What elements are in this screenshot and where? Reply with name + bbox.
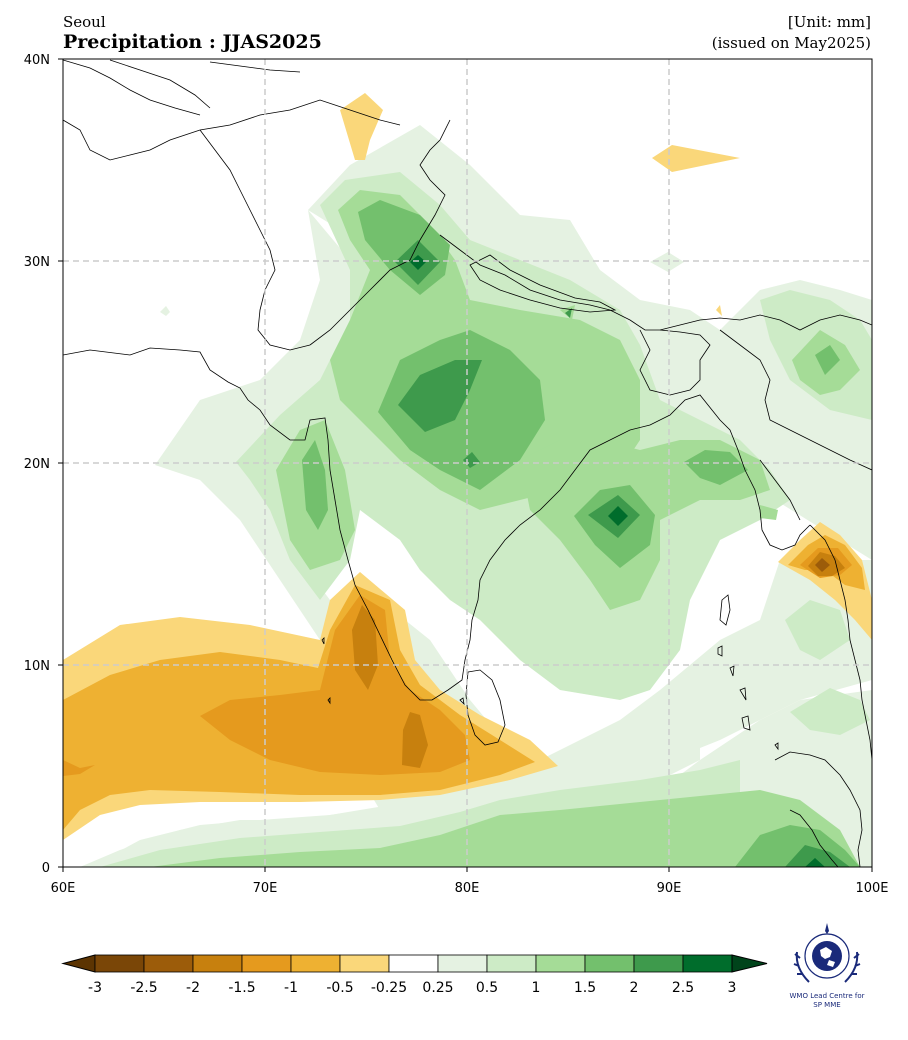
colorbar-label: 0.5 — [476, 980, 498, 996]
location-label: Seoul — [63, 13, 106, 31]
colorbar-swatch — [584, 954, 635, 973]
x-axis-ticks — [62, 867, 873, 872]
y-tick-label: 10N — [24, 659, 50, 674]
colorbar-swatch — [486, 954, 537, 973]
y-axis-ticks — [58, 58, 63, 868]
colorbar-label: -1 — [284, 980, 298, 996]
y-tick-label: 40N — [24, 53, 50, 68]
y-tick-label: 20N — [24, 457, 50, 472]
logo-text-line1: WMO Lead Centre for — [790, 992, 865, 1000]
map-panel — [63, 59, 872, 867]
issued-label: (issued on May2025) — [711, 34, 871, 52]
colorbar-swatch — [633, 954, 684, 973]
colorbar-swatch — [290, 954, 341, 973]
x-tick-label: 100E — [855, 881, 888, 896]
anomaly-fill-orange-3 — [352, 552, 845, 768]
colorbar-label: -0.25 — [371, 980, 407, 996]
colorbar-label: -2 — [186, 980, 200, 996]
colorbar-swatch — [94, 954, 145, 973]
coastlines — [63, 59, 872, 867]
colorbar-label: 2.5 — [672, 980, 694, 996]
colorbar-label: 1 — [532, 980, 541, 996]
y-tick-label: 30N — [24, 255, 50, 270]
x-tick-label: 90E — [657, 881, 682, 896]
colorbar-swatch — [682, 954, 733, 973]
colorbar-swatch — [388, 954, 439, 973]
x-tick-label: 60E — [51, 881, 76, 896]
colorbar-low-arrow — [61, 954, 96, 973]
unit-label: [Unit: mm] — [787, 13, 871, 31]
colorbar-high-arrow — [731, 954, 768, 973]
colorbar-label: -2.5 — [130, 980, 157, 996]
wmo-logo: WMO Lead Centre for SP MME — [790, 923, 865, 1009]
islands — [321, 594, 779, 751]
map-title: Precipitation : JJAS2025 — [63, 31, 322, 53]
colorbar-label: 0.25 — [422, 980, 453, 996]
colorbar-label: 1.5 — [574, 980, 596, 996]
colorbar-label: 2 — [630, 980, 639, 996]
colorbar-swatch — [339, 954, 390, 973]
colorbar-label: -3 — [88, 980, 102, 996]
colorbar: -3 -2.5 -2 -1.5 -1 -0.5 -0.25 0.25 0.5 1 1.5 2 2.5 3 — [61, 954, 768, 996]
gridlines — [63, 59, 872, 867]
x-tick-label: 80E — [455, 881, 480, 896]
colorbar-swatch — [535, 954, 586, 973]
logo-text-line2: SP MME — [813, 1001, 840, 1009]
colorbar-label: -0.5 — [326, 980, 353, 996]
colorbar-swatch — [143, 954, 194, 973]
colorbar-swatch — [241, 954, 292, 973]
colorbar-swatch — [437, 954, 488, 973]
anomaly-fill-orange-4 — [815, 558, 830, 572]
x-tick-label: 70E — [253, 881, 278, 896]
wmo-emblem-icon — [793, 923, 861, 983]
colorbar-swatch — [192, 954, 243, 973]
y-tick-label: 0 — [42, 861, 50, 876]
anomaly-fill-green-6 — [410, 255, 825, 867]
colorbar-label: -1.5 — [228, 980, 255, 996]
colorbar-label: 3 — [728, 980, 737, 996]
